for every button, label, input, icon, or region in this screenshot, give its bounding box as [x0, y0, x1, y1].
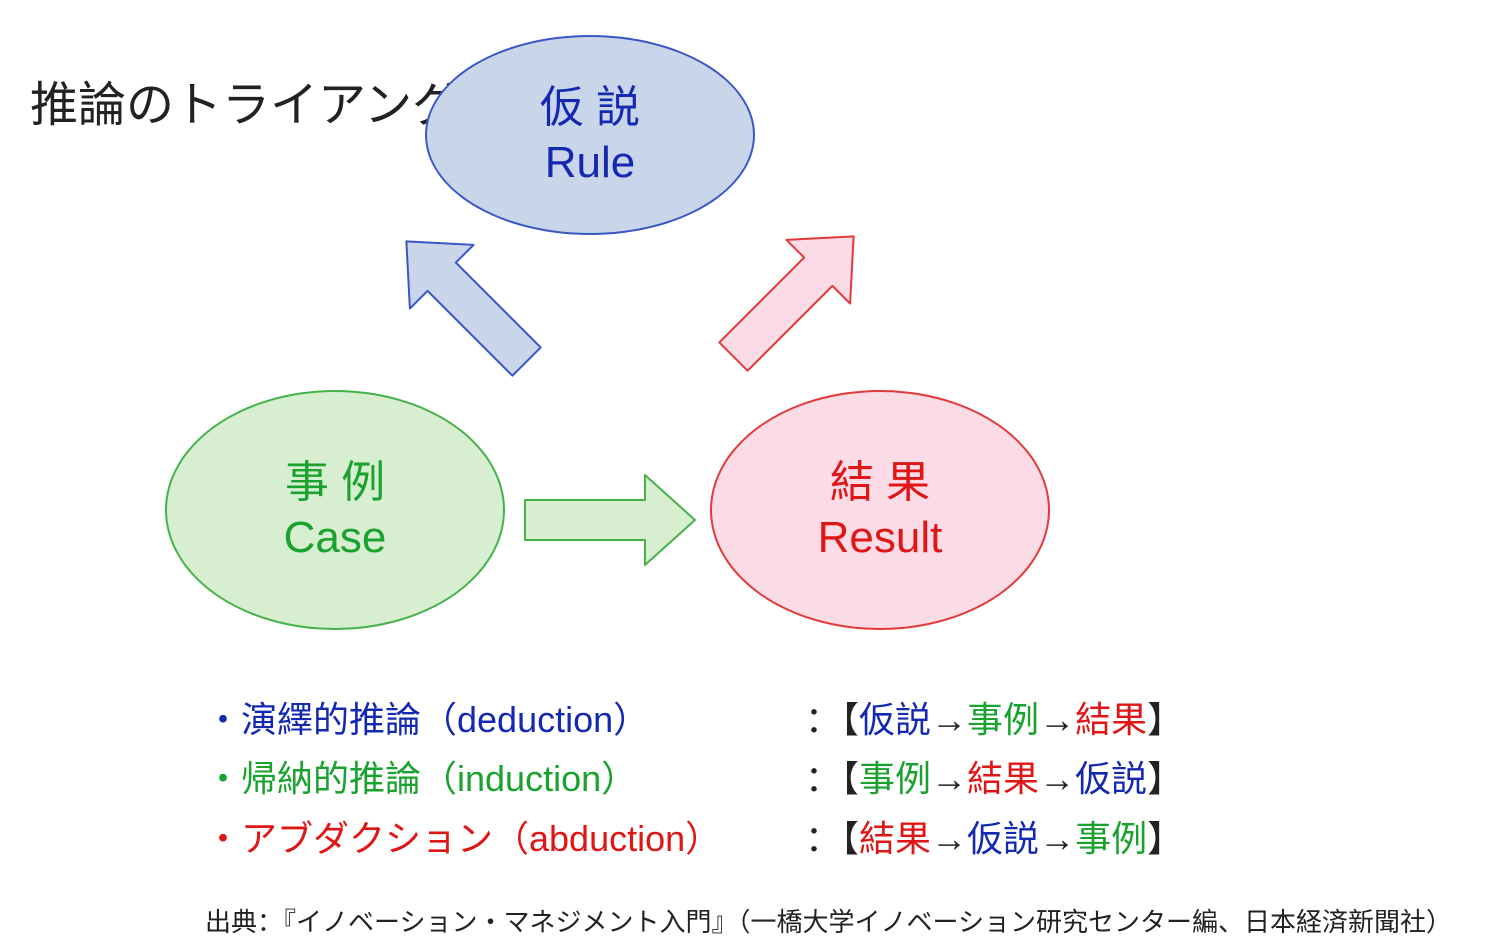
arrow-case-to-result — [525, 475, 695, 565]
legend-row-deduction: ・演繹的推論（deduction） ：【仮説→事例→結果】 — [205, 690, 1183, 749]
legend-abduction-label: ・アブダクション（abduction） — [205, 809, 805, 868]
legend: ・演繹的推論（deduction） ：【仮説→事例→結果】 ・帰納的推論（ind… — [205, 690, 1183, 868]
legend-abduction-seg-6: 】 — [1147, 818, 1183, 859]
node-case: 事 例 Case — [165, 390, 505, 630]
legend-abduction-colon: ： — [805, 818, 841, 859]
legend-row-induction: ・帰納的推論（induction） ：【事例→結果→仮説】 — [205, 749, 1183, 808]
legend-deduction-seg-1: 仮説 — [859, 699, 931, 740]
node-result: 結 果 Result — [710, 390, 1050, 630]
legend-abduction-seg-4: → — [1039, 818, 1075, 859]
arrow-case-to-result-shape — [525, 475, 695, 565]
legend-abduction-seg-0: 【 — [841, 818, 859, 859]
legend-deduction-seg-2: → — [931, 699, 967, 740]
arrow-rule-to-case-shape — [375, 210, 559, 394]
node-rule: 仮 説 Rule — [425, 35, 755, 235]
legend-deduction-seq: ：【仮説→事例→結果】 — [805, 690, 1183, 749]
legend-deduction-seg-5: 結果 — [1075, 699, 1147, 740]
legend-deduction-colon: ： — [805, 699, 841, 740]
legend-induction-seg-1: 事例 — [859, 758, 931, 799]
node-result-en: Result — [818, 510, 943, 565]
arrow-result-to-rule-shape — [702, 205, 886, 389]
legend-induction-seg-2: → — [931, 758, 967, 799]
legend-induction-seg-6: 】 — [1147, 758, 1183, 799]
legend-induction-seg-4: → — [1039, 758, 1075, 799]
legend-deduction-seg-6: 】 — [1147, 699, 1183, 740]
legend-abduction-seg-1: 結果 — [859, 818, 931, 859]
node-case-en: Case — [284, 510, 387, 565]
legend-deduction-seg-4: → — [1039, 699, 1075, 740]
legend-abduction-seq: ：【結果→仮説→事例】 — [805, 809, 1183, 868]
legend-deduction-seg-3: 事例 — [967, 699, 1039, 740]
legend-induction-seg-5: 仮説 — [1075, 758, 1147, 799]
legend-deduction-seg-0: 【 — [841, 699, 859, 740]
arrow-rule-to-case — [375, 210, 559, 394]
legend-abduction-seg-5: 事例 — [1075, 818, 1147, 859]
arrow-result-to-rule — [702, 205, 886, 389]
node-result-jp: 結 果 — [830, 455, 930, 510]
legend-deduction-label: ・演繹的推論（deduction） — [205, 690, 805, 749]
legend-induction-colon: ： — [805, 758, 841, 799]
legend-abduction-seg-3: 仮説 — [967, 818, 1039, 859]
legend-induction-seq: ：【事例→結果→仮説】 — [805, 749, 1183, 808]
legend-induction-seg-0: 【 — [841, 758, 859, 799]
legend-abduction-seg-2: → — [931, 818, 967, 859]
legend-induction-seg-3: 結果 — [967, 758, 1039, 799]
legend-row-abduction: ・アブダクション（abduction） ：【結果→仮説→事例】 — [205, 809, 1183, 868]
node-case-jp: 事 例 — [285, 455, 385, 510]
node-rule-jp: 仮 説 — [540, 80, 640, 135]
legend-induction-label: ・帰納的推論（induction） — [205, 749, 805, 808]
node-rule-en: Rule — [545, 135, 636, 190]
citation: 出典：『イノベーション・マネジメント入門』（一橋大学イノベーション研究センター編… — [205, 902, 1452, 939]
